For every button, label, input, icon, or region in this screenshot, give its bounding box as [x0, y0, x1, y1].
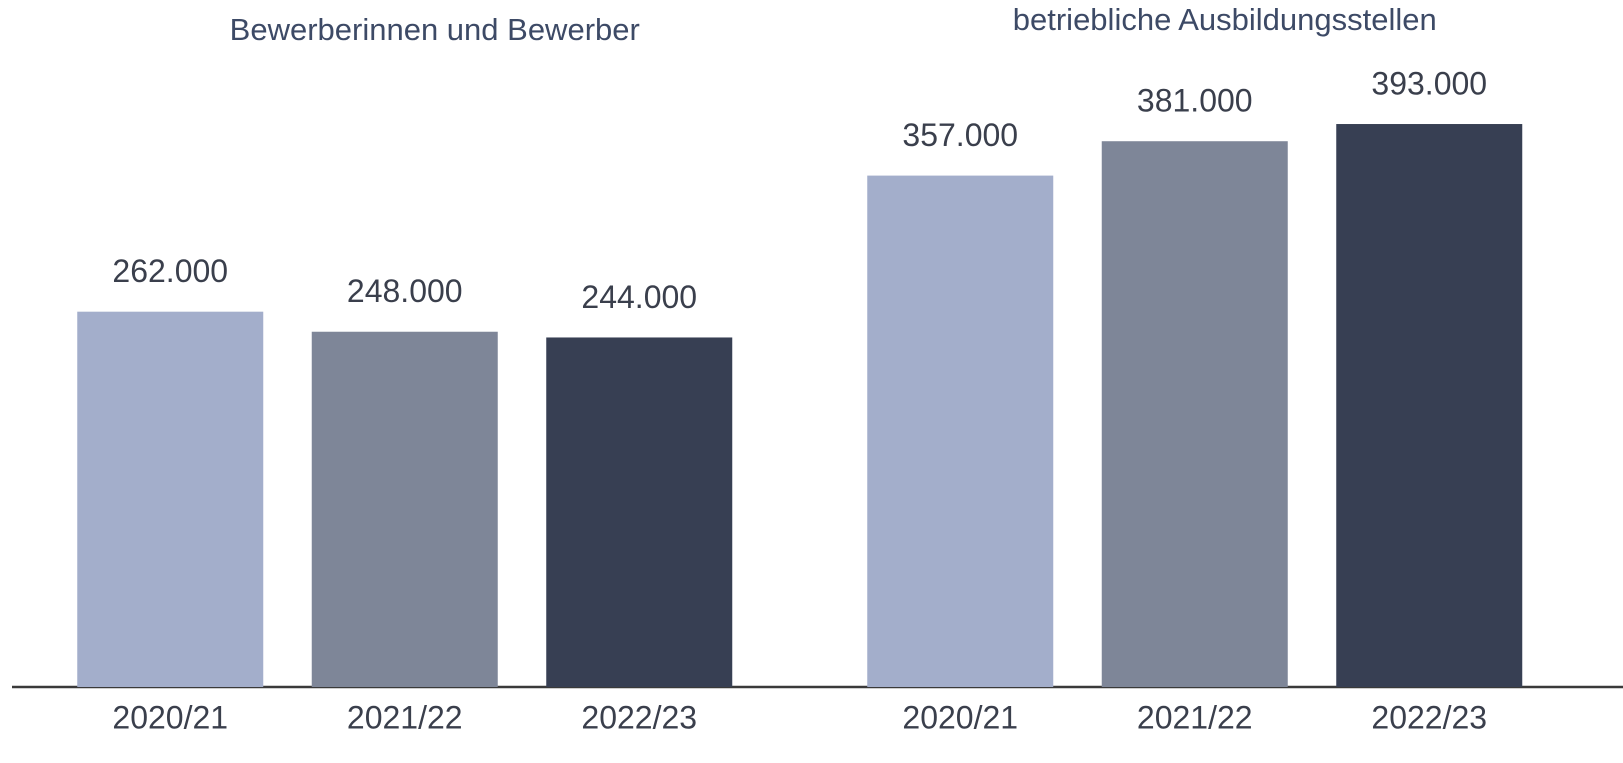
- value-label: 244.000: [581, 279, 697, 315]
- chart-title: Bewerberinnen und Bewerber: [230, 12, 640, 47]
- bar: [546, 337, 733, 687]
- x-tick-label: 2022/23: [581, 699, 697, 735]
- x-tick-label: 2020/21: [112, 699, 228, 735]
- bar: [311, 331, 498, 687]
- chart-title: betriebliche Ausbildungsstellen: [1013, 2, 1437, 37]
- bar: [867, 175, 1054, 687]
- bar: [1101, 141, 1288, 687]
- value-label: 357.000: [902, 117, 1018, 153]
- x-tick-label: 2022/23: [1371, 699, 1487, 735]
- value-label: 381.000: [1137, 83, 1253, 119]
- x-tick-label: 2021/22: [347, 699, 463, 735]
- value-label: 262.000: [112, 253, 228, 289]
- bar: [1336, 124, 1523, 688]
- value-label: 248.000: [347, 273, 463, 309]
- value-label: 393.000: [1371, 65, 1487, 101]
- x-tick-label: 2021/22: [1137, 699, 1253, 735]
- bar: [77, 311, 264, 687]
- x-tick-label: 2020/21: [902, 699, 1018, 735]
